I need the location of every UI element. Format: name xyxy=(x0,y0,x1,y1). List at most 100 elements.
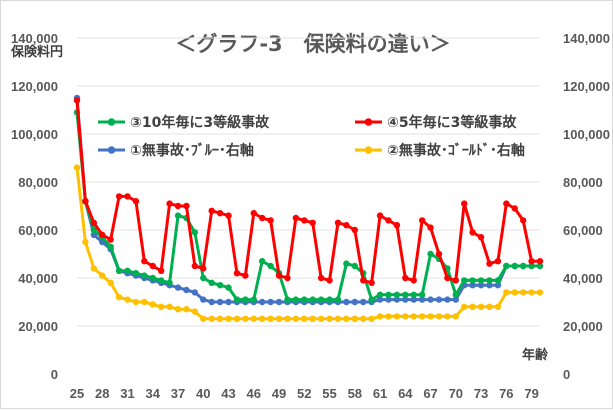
chart-title: ＜グラフ-3 保険料の違い＞ xyxy=(175,32,450,56)
y-tick-label: 60,000 xyxy=(18,223,58,238)
series-3-point xyxy=(259,298,266,306)
series-1-point xyxy=(528,262,535,270)
series-4-point xyxy=(461,303,468,310)
legend-marker xyxy=(107,146,116,154)
x-axis-label: 年齢 xyxy=(522,347,549,363)
series-3-point xyxy=(216,298,224,306)
series-2-point xyxy=(528,258,535,265)
series-2-point xyxy=(99,231,106,238)
series-1-point xyxy=(166,279,173,286)
series-4-point xyxy=(435,313,443,320)
series-4-point xyxy=(452,313,460,320)
series-2-point xyxy=(225,212,232,219)
x-tick-label: 43 xyxy=(221,386,235,401)
x-tick-label: 76 xyxy=(499,386,513,401)
series-2-point xyxy=(536,258,544,265)
series-4-point xyxy=(267,315,274,322)
series-1-point xyxy=(343,260,350,267)
series-1-point xyxy=(469,277,476,284)
series-2-point xyxy=(149,262,156,270)
y-tick-label: 140,000 xyxy=(11,31,58,46)
series-2-point xyxy=(343,222,350,229)
series-4-point xyxy=(115,294,123,301)
series-2-point xyxy=(477,234,485,241)
series-1-point xyxy=(503,262,510,270)
series-2-point xyxy=(452,277,460,284)
series-2-point xyxy=(166,200,173,207)
series-1 xyxy=(73,109,544,303)
series-3-point xyxy=(376,296,384,303)
series-1-point xyxy=(376,291,384,298)
series-4-point xyxy=(351,315,358,322)
series-4-point xyxy=(233,315,241,322)
series-3-point xyxy=(174,284,182,291)
series-2-point xyxy=(132,198,140,205)
series-1-point xyxy=(284,296,291,303)
series-1-point xyxy=(216,282,224,289)
series-1-point xyxy=(157,277,165,284)
series-4-point xyxy=(107,279,114,286)
series-1-point xyxy=(124,267,131,274)
series-2-point xyxy=(511,205,518,212)
series-2-point xyxy=(208,207,215,214)
series-1-point xyxy=(115,267,123,274)
series-2-point xyxy=(183,202,190,210)
series-4-point xyxy=(368,315,375,322)
series-4-point xyxy=(343,315,350,322)
series-3-point xyxy=(402,296,409,303)
series-2-point xyxy=(259,214,266,222)
series-3-point xyxy=(494,282,502,289)
series-4-point xyxy=(225,315,232,322)
series-2-point xyxy=(250,210,257,217)
series-4-point xyxy=(309,315,316,322)
series-4-point xyxy=(208,315,215,322)
series-4-point xyxy=(410,313,417,320)
series-2-point xyxy=(326,277,333,284)
series-4-point xyxy=(317,315,325,322)
series-2-point xyxy=(174,202,182,210)
series-3-point xyxy=(418,296,426,303)
legend-entry-2: ④5年毎に3等級事故 xyxy=(355,114,517,131)
series-3-point xyxy=(360,298,367,306)
series-1-point xyxy=(233,296,241,303)
y2-tick-label: 40,000 xyxy=(563,271,603,286)
series-2-point xyxy=(494,258,502,265)
series-1-point xyxy=(486,277,493,284)
series-1-point xyxy=(326,296,333,303)
y-axis-left-ticks: 0 20,000 40,000 60,000 80,000 100,000 120,000 1… xyxy=(11,31,58,382)
series-1-point xyxy=(317,296,325,303)
series-4-point xyxy=(216,315,224,322)
series-2-point xyxy=(351,226,358,234)
series-4-point xyxy=(376,313,384,320)
series-4-point xyxy=(477,303,485,310)
legend-label: ④5年毎に3等級事故 xyxy=(387,114,517,131)
y-axis-label: 保険料円 xyxy=(10,44,63,60)
legend-entry-4: ②無事故･ｺﾞｰﾙﾄﾞ･右軸 xyxy=(355,142,525,159)
series-2-point xyxy=(292,214,300,222)
series-2-point xyxy=(284,274,291,282)
series-1-point xyxy=(107,243,114,250)
series-4-point xyxy=(275,315,283,322)
x-tick-label: 49 xyxy=(272,386,286,401)
series-4-point xyxy=(157,303,165,310)
series-1-point xyxy=(418,291,426,298)
series-1-point xyxy=(301,296,308,303)
x-tick-label: 55 xyxy=(322,386,336,401)
series-4-point xyxy=(427,313,434,320)
series-4-point xyxy=(326,315,333,322)
series-3-point xyxy=(469,282,476,289)
x-tick-label: 58 xyxy=(348,386,362,401)
series-2-point xyxy=(157,267,165,274)
series-4-point xyxy=(73,164,81,171)
legend-label: ①無事故･ﾌﾞﾙｰ･右軸 xyxy=(130,142,254,159)
series-2-point xyxy=(82,198,89,205)
series-3-point xyxy=(183,286,190,294)
series-4-point xyxy=(174,306,182,313)
x-tick-label: 37 xyxy=(171,386,185,401)
series-1-point xyxy=(309,296,316,303)
series-2-point xyxy=(200,265,207,272)
x-tick-label: 70 xyxy=(449,386,463,401)
series-4-line xyxy=(75,166,542,321)
y2-tick-label: 120,000 xyxy=(563,79,610,94)
y2-tick-label: 100,000 xyxy=(563,127,610,142)
